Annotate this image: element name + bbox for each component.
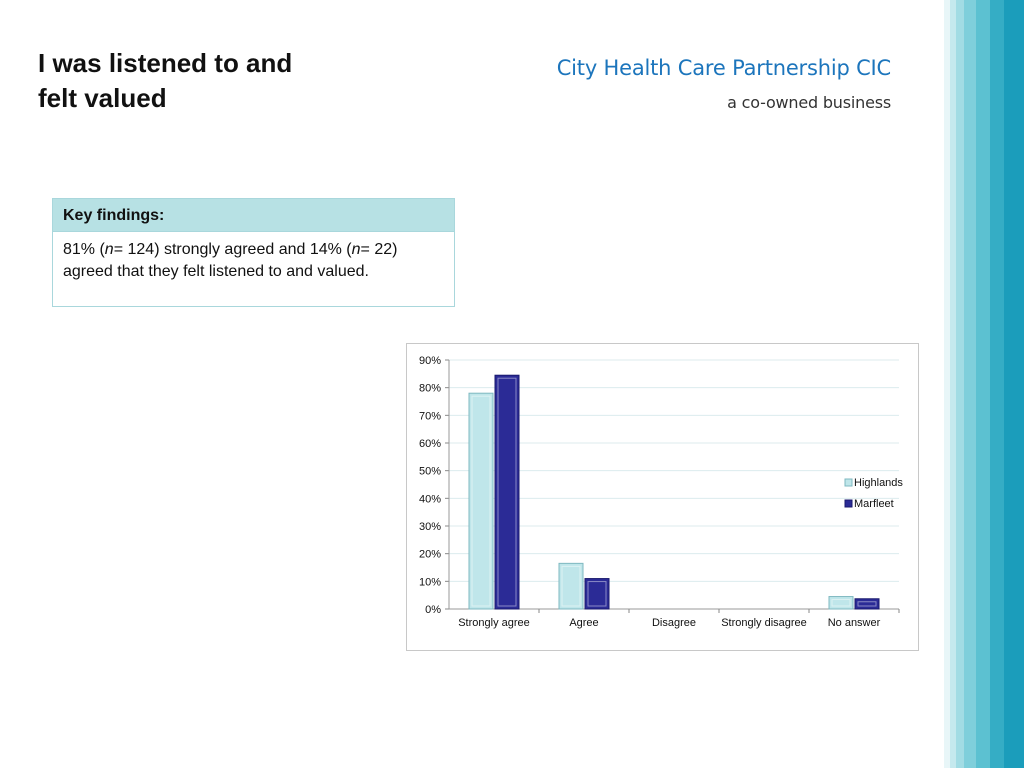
bar-chart-svg: 0% 10% 20% 30% 40% 50% 60% 70% 80% 90% Strongly ag… (419, 355, 903, 629)
stripe-1 (944, 0, 950, 768)
bar-bevel (831, 599, 851, 607)
x-tick-label: Strongly disagree (721, 617, 807, 629)
y-tick-label: 50% (419, 466, 441, 478)
bar-bevel (471, 395, 491, 607)
stripe-2 (950, 0, 956, 768)
key-findings-part-1: 81% ( (63, 241, 105, 258)
y-tick-label: 80% (419, 383, 441, 395)
key-findings-text: 81% (n= 124) strongly agreed and 14% (n=… (53, 232, 454, 290)
decorative-stripes (942, 0, 1024, 768)
legend-label: Highlands (854, 477, 903, 489)
x-tick-label: Agree (569, 617, 598, 629)
bar-bevel (561, 565, 581, 607)
bar-highlands (558, 562, 584, 610)
key-findings-part-3: = 22) agreed that they felt listened to … (63, 241, 398, 280)
slide-title-line-1: I was listened to and (38, 48, 293, 78)
stripe-6 (990, 0, 1004, 768)
key-findings-n-label-2: n (351, 241, 361, 258)
bar-bevel (857, 601, 877, 607)
x-tick-label: No answer (828, 617, 881, 629)
legend-swatch (844, 499, 853, 508)
slide-title: I was listened to and felt valued (38, 46, 358, 116)
y-tick-label: 40% (419, 493, 441, 505)
legend-swatch (844, 478, 853, 487)
slide-title-line-2: felt valued (38, 83, 167, 113)
key-findings-n-label-1: n (104, 241, 114, 258)
y-tick-label: 20% (419, 549, 441, 561)
stripe-0 (942, 0, 944, 768)
bar-marfleet (584, 578, 610, 610)
y-tick-label: 60% (419, 438, 441, 450)
y-tick-label: 90% (419, 355, 441, 367)
bar-marfleet (494, 374, 520, 610)
y-tick-label: 30% (419, 521, 441, 533)
bar-marfleet (854, 598, 880, 610)
stripe-3 (956, 0, 964, 768)
y-tick-label: 0% (425, 604, 441, 616)
y-tick-label: 70% (419, 410, 441, 422)
organisation-name: City Health Care Partnership CIC (556, 56, 891, 80)
bar-bevel (587, 581, 607, 607)
organisation-tagline: a co-owned business (727, 93, 891, 112)
y-tick-label: 10% (419, 576, 441, 588)
stripe-5 (976, 0, 990, 768)
bar-chart: 0% 10% 20% 30% 40% 50% 60% 70% 80% 90% Strongly ag… (406, 343, 919, 651)
x-tick-label: Strongly agree (458, 617, 530, 629)
bar-highlands (828, 596, 854, 610)
bar-highlands (468, 392, 494, 610)
key-findings-part-2: = 124) strongly agreed and 14% ( (113, 241, 352, 258)
stripe-7 (1004, 0, 1024, 768)
x-tick-label: Disagree (652, 617, 696, 629)
stripe-4 (964, 0, 976, 768)
legend-label: Marfleet (854, 498, 894, 510)
key-findings-box: Key findings: 81% (n= 124) strongly agre… (52, 198, 455, 307)
bar-bevel (497, 377, 517, 607)
key-findings-header: Key findings: (53, 199, 454, 232)
